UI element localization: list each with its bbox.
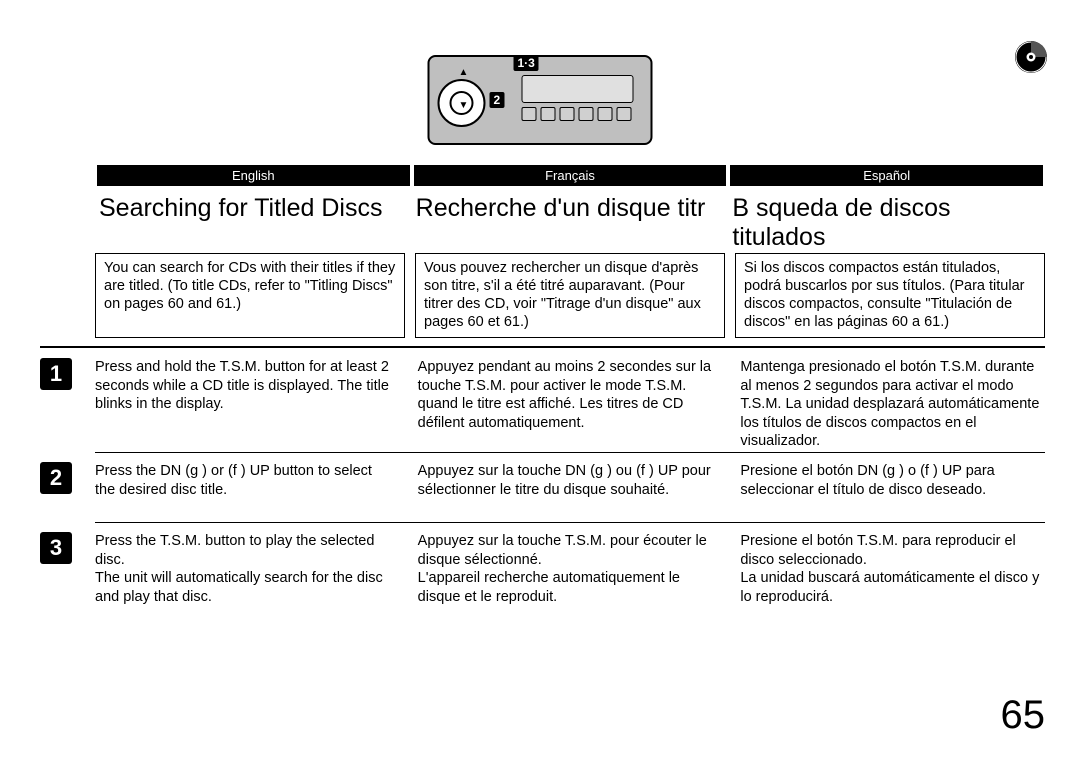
step1-es: Mantenga presionado el botón T.S.M. dura… [740,358,1045,451]
intro-boxes: You can search for CDs with their titles… [95,253,1045,338]
step1-en: Press and hold the T.S.M. button for at … [95,358,400,451]
button-ref-1-3: 1·3 [514,55,539,71]
step-number: 3 [40,532,72,564]
cd-icon [1014,40,1048,79]
lang-espanol: Español [730,165,1043,186]
step-3: 3 Press the T.S.M. button to play the se… [40,532,1045,606]
divider [40,346,1045,348]
page-number: 65 [1001,693,1046,738]
step-1: 1 Press and hold the T.S.M. button for a… [40,358,1045,451]
preset-buttons-icon [522,107,632,121]
intro-fr: Vous pouvez rechercher un disque d'après… [415,253,725,338]
step-separator [95,522,1045,523]
step-number: 2 [40,462,72,494]
display-icon [522,75,634,103]
car-stereo-diagram: ▲▼ 1·3 2 [428,55,653,145]
knob-arrows-icon: ▲▼ [430,67,498,111]
language-header-row: English Français Español [95,165,1045,186]
step-2: 2 Press the DN (g ) or (f ) UP button to… [40,462,1045,499]
title-es: B squeda de discos titulados [728,190,1045,258]
intro-en: You can search for CDs with their titles… [95,253,405,338]
lang-english: English [97,165,410,186]
manual-page: ▲▼ 1·3 2 English Français Español Search… [0,0,1080,762]
step3-fr: Appuyez sur la touche T.S.M. pour écoute… [418,532,723,606]
title-en: Searching for Titled Discs [95,190,412,258]
button-ref-2: 2 [490,92,505,108]
step2-es: Presione el botón DN (g ) o (f ) UP para… [740,462,1045,499]
lang-francais: Français [414,165,727,186]
step3-en: Press the T.S.M. button to play the sele… [95,532,400,606]
section-titles: Searching for Titled Discs Recherche d'u… [95,190,1045,258]
step-separator [95,452,1045,453]
step1-fr: Appuyez pendant au moins 2 secondes sur … [418,358,723,451]
step2-en: Press the DN (g ) or (f ) UP button to s… [95,462,400,499]
step2-fr: Appuyez sur la touche DN (g ) ou (f ) UP… [418,462,723,499]
step-number: 1 [40,358,72,390]
title-fr: Recherche d'un disque titr [412,190,729,258]
step3-es: Presione el botón T.S.M. para reproducir… [740,532,1045,606]
intro-es: Si los discos compactos están titulados,… [735,253,1045,338]
